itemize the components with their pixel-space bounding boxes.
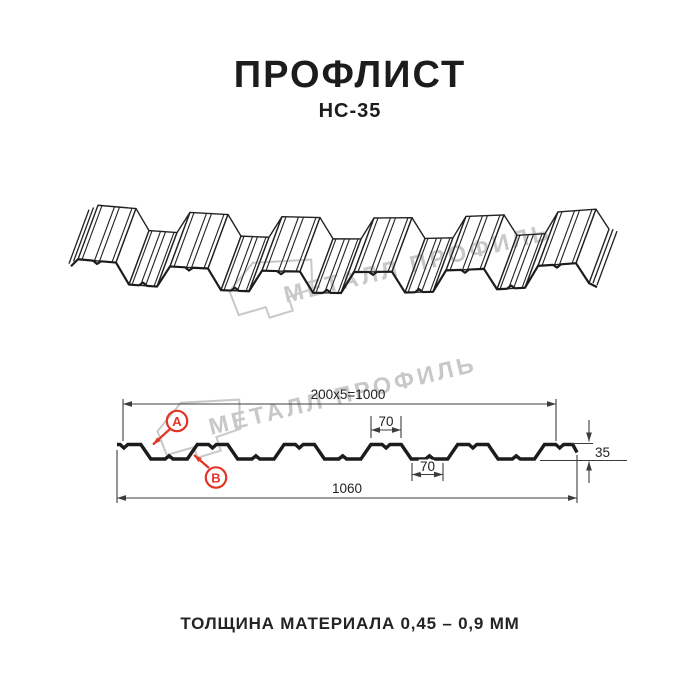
dim-rib-top-label: 70 — [378, 414, 393, 429]
dim-rib-bottom-label: 70 — [420, 459, 435, 474]
callout-a: A — [152, 409, 189, 446]
material-thickness-note: ТОЛЩИНА МАТЕРИАЛА 0,45 – 0,9 ММ — [180, 614, 520, 633]
dimension-rib-bottom: 70 — [411, 457, 444, 481]
cross-section-profile — [117, 442, 579, 461]
dimension-height: 35 — [540, 420, 627, 483]
page-title: ПРОФЛИСТ — [233, 54, 467, 96]
profile-3d-view — [68, 204, 618, 295]
dim-coverage-label: 200x5=1000 — [311, 387, 386, 402]
dimension-rib-top: 70 — [370, 414, 402, 438]
dim-overall-label: 1060 — [332, 481, 362, 496]
callout-b-label: B — [211, 471, 220, 486]
dim-height-label: 35 — [595, 445, 610, 460]
dimension-overall-width: 1060 — [116, 450, 578, 503]
watermark-logo-icon — [228, 258, 314, 319]
dimension-coverage-width: 200x5=1000 — [122, 387, 557, 441]
callout-a-label: A — [172, 414, 182, 429]
callout-b: B — [193, 454, 228, 489]
profile-model: НС-35 — [318, 100, 382, 122]
